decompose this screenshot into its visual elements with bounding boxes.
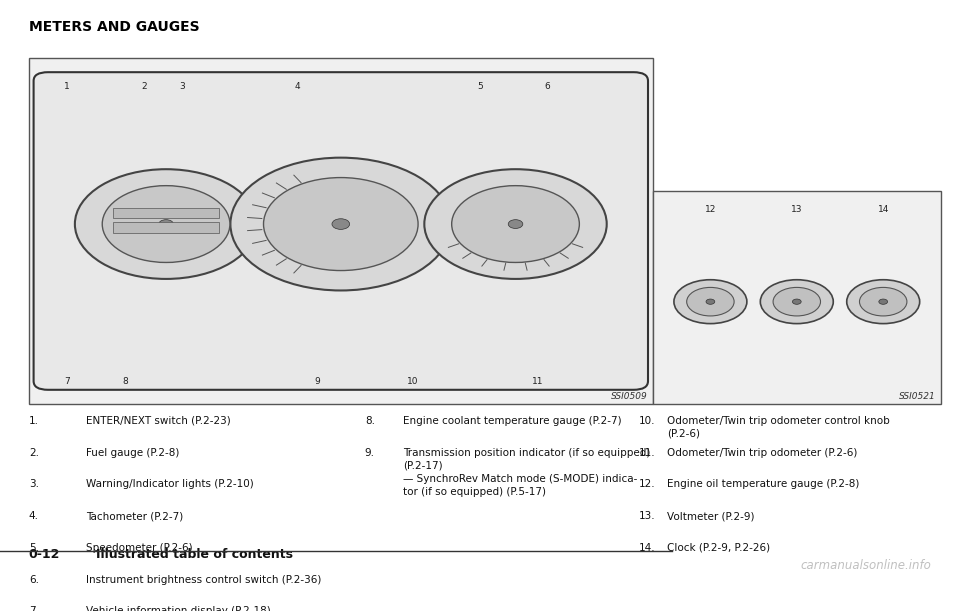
- Text: 11.: 11.: [638, 447, 655, 458]
- Text: Illustrated table of contents: Illustrated table of contents: [96, 548, 293, 562]
- Text: 6.: 6.: [29, 574, 38, 585]
- Text: 7: 7: [64, 376, 70, 386]
- Circle shape: [230, 158, 451, 290]
- Circle shape: [508, 220, 523, 229]
- Text: 6: 6: [544, 82, 550, 91]
- FancyBboxPatch shape: [653, 191, 941, 404]
- Text: carmanualsonline.info: carmanualsonline.info: [801, 558, 931, 572]
- FancyBboxPatch shape: [29, 58, 653, 404]
- Text: 8: 8: [122, 376, 128, 386]
- Text: Vehicle information display (P.2-18): Vehicle information display (P.2-18): [86, 606, 271, 611]
- Text: 13: 13: [791, 205, 803, 214]
- Circle shape: [75, 169, 257, 279]
- Text: SSI0521: SSI0521: [900, 392, 936, 401]
- Text: 3.: 3.: [29, 479, 38, 489]
- Circle shape: [424, 169, 607, 279]
- Text: 9: 9: [314, 376, 320, 386]
- Text: 4: 4: [295, 82, 300, 91]
- FancyBboxPatch shape: [113, 222, 219, 233]
- Text: Instrument brightness control switch (P.2-36): Instrument brightness control switch (P.…: [86, 574, 322, 585]
- Text: METERS AND GAUGES: METERS AND GAUGES: [29, 20, 200, 34]
- Text: Voltmeter (P.2-9): Voltmeter (P.2-9): [667, 511, 755, 521]
- Circle shape: [760, 280, 833, 324]
- FancyBboxPatch shape: [34, 72, 648, 390]
- Circle shape: [878, 299, 888, 304]
- Circle shape: [773, 287, 821, 316]
- Text: Engine coolant temperature gauge (P.2-7): Engine coolant temperature gauge (P.2-7): [403, 415, 622, 426]
- Text: Speedometer (P.2-6): Speedometer (P.2-6): [86, 543, 193, 553]
- Text: 4.: 4.: [29, 511, 38, 521]
- Circle shape: [859, 287, 907, 316]
- Circle shape: [792, 299, 802, 304]
- Text: 12.: 12.: [638, 479, 655, 489]
- Circle shape: [451, 186, 580, 263]
- Text: Clock (P.2-9, P.2-26): Clock (P.2-9, P.2-26): [667, 543, 770, 553]
- Text: Odometer/Twin trip odometer control knob
(P.2-6): Odometer/Twin trip odometer control knob…: [667, 415, 890, 438]
- Text: 2: 2: [141, 82, 147, 91]
- Text: Fuel gauge (P.2-8): Fuel gauge (P.2-8): [86, 447, 180, 458]
- Text: 7.: 7.: [29, 606, 38, 611]
- Text: SSI0509: SSI0509: [612, 392, 648, 401]
- Circle shape: [686, 287, 734, 316]
- Text: 10.: 10.: [638, 415, 655, 426]
- Text: 11: 11: [532, 376, 543, 386]
- Circle shape: [103, 186, 230, 263]
- Text: 10: 10: [407, 376, 419, 386]
- Text: 5: 5: [477, 82, 483, 91]
- Text: 12: 12: [705, 205, 716, 214]
- Text: 8.: 8.: [365, 415, 374, 426]
- Text: 3: 3: [180, 82, 185, 91]
- Text: ENTER/NEXT switch (P.2-23): ENTER/NEXT switch (P.2-23): [86, 415, 231, 426]
- Text: 14.: 14.: [638, 543, 655, 553]
- Text: 2.: 2.: [29, 447, 38, 458]
- Circle shape: [158, 220, 174, 229]
- Circle shape: [263, 178, 418, 271]
- Circle shape: [847, 280, 920, 324]
- Text: Transmission position indicator (if so equipped)
(P.2-17)
— SynchroRev Match mod: Transmission position indicator (if so e…: [403, 447, 651, 497]
- Text: 14: 14: [877, 205, 889, 214]
- Text: 5.: 5.: [29, 543, 38, 553]
- Text: 1: 1: [64, 82, 70, 91]
- Text: 9.: 9.: [365, 447, 374, 458]
- Text: 1.: 1.: [29, 415, 38, 426]
- Circle shape: [706, 299, 715, 304]
- Text: Engine oil temperature gauge (P.2-8): Engine oil temperature gauge (P.2-8): [667, 479, 859, 489]
- Circle shape: [674, 280, 747, 324]
- Text: 13.: 13.: [638, 511, 655, 521]
- Text: Tachometer (P.2-7): Tachometer (P.2-7): [86, 511, 183, 521]
- FancyBboxPatch shape: [113, 208, 219, 218]
- Text: Odometer/Twin trip odometer (P.2-6): Odometer/Twin trip odometer (P.2-6): [667, 447, 857, 458]
- Text: Warning/Indicator lights (P.2-10): Warning/Indicator lights (P.2-10): [86, 479, 254, 489]
- Text: 0-12: 0-12: [29, 548, 60, 562]
- Circle shape: [332, 219, 349, 229]
